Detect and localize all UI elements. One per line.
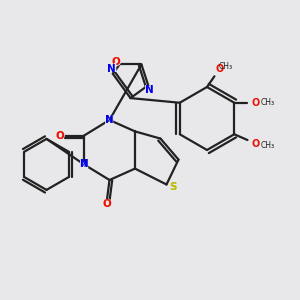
Text: O: O bbox=[110, 56, 121, 69]
Text: N: N bbox=[107, 64, 116, 74]
Text: O: O bbox=[111, 57, 120, 68]
Text: O: O bbox=[252, 98, 260, 108]
Text: S: S bbox=[169, 182, 177, 192]
Text: N: N bbox=[106, 62, 117, 76]
Text: N: N bbox=[104, 113, 115, 127]
Text: O: O bbox=[55, 129, 65, 142]
Text: O: O bbox=[252, 139, 260, 149]
Text: O: O bbox=[56, 130, 64, 141]
Text: O: O bbox=[111, 57, 120, 68]
Text: O: O bbox=[215, 64, 223, 74]
Text: O: O bbox=[102, 197, 112, 211]
Text: CH₃: CH₃ bbox=[260, 141, 274, 150]
Text: N: N bbox=[107, 64, 116, 74]
Text: N: N bbox=[79, 159, 88, 169]
Text: N: N bbox=[144, 84, 154, 97]
Text: CH₃: CH₃ bbox=[260, 98, 274, 107]
Text: O: O bbox=[103, 199, 112, 209]
Text: N: N bbox=[105, 115, 114, 125]
Text: CH₃: CH₃ bbox=[219, 62, 233, 71]
Text: N: N bbox=[79, 158, 89, 171]
Text: O: O bbox=[103, 199, 112, 209]
Text: N: N bbox=[145, 85, 154, 95]
Text: N: N bbox=[145, 85, 154, 95]
Text: S: S bbox=[169, 180, 178, 194]
Text: N: N bbox=[80, 159, 88, 170]
Text: N: N bbox=[105, 115, 114, 125]
Text: S: S bbox=[169, 182, 177, 192]
Text: O: O bbox=[56, 130, 64, 141]
